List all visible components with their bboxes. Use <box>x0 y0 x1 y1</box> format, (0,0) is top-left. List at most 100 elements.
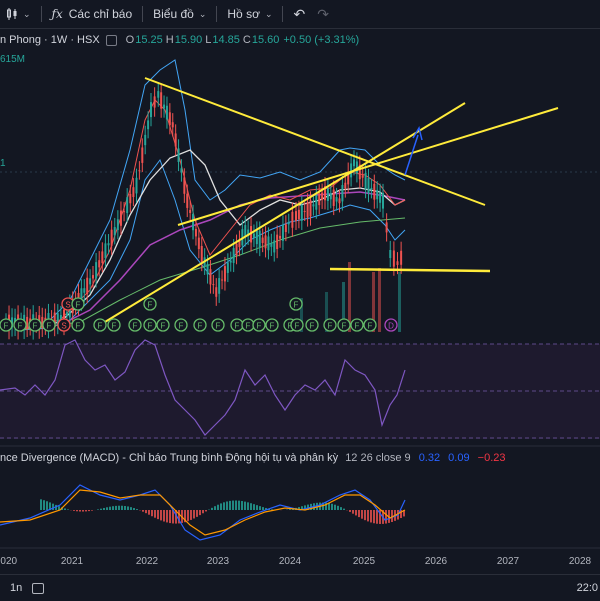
trendline-descending <box>145 78 485 205</box>
event-marker[interactable]: F <box>338 319 350 331</box>
candle-body <box>389 250 391 258</box>
event-marker[interactable]: F <box>290 298 302 310</box>
candle-body <box>265 235 267 248</box>
candle-body <box>218 278 220 294</box>
time-axis-label: 2021 <box>61 556 83 567</box>
marker-letter: F <box>257 322 262 331</box>
candle-body <box>227 262 229 273</box>
event-marker[interactable]: F <box>157 319 169 331</box>
close-label: C <box>243 34 251 46</box>
visibility-icon[interactable] <box>106 35 117 46</box>
event-marker[interactable]: F <box>72 319 84 331</box>
macd-histogram-bar <box>331 504 333 510</box>
time-axis-label: 2027 <box>497 556 519 567</box>
macd-histogram-bar <box>352 510 354 514</box>
candle-body <box>341 185 343 201</box>
candle-body <box>336 197 338 202</box>
macd-legend[interactable]: nce Divergence (MACD) - Chỉ báo Trung bì… <box>0 452 506 464</box>
macd-histogram-bar <box>340 507 342 510</box>
marker-letter: F <box>235 322 240 331</box>
marker-letter: F <box>33 322 38 331</box>
macd-histogram-bar <box>238 501 240 510</box>
marker-letter: F <box>133 322 138 331</box>
marker-letter: F <box>294 301 299 310</box>
macd-histogram-bar <box>262 507 264 510</box>
macd-histogram-bar <box>259 506 261 510</box>
event-marker[interactable]: F <box>242 319 254 331</box>
event-marker[interactable]: F <box>144 319 156 331</box>
candle-body <box>117 219 119 230</box>
event-marker[interactable]: F <box>108 319 120 331</box>
candle-body <box>198 238 200 249</box>
macd-histogram-bar <box>169 510 171 523</box>
marker-letter: F <box>112 322 117 331</box>
candle-body <box>315 195 317 210</box>
macd-histogram-bar <box>136 509 138 510</box>
event-marker[interactable]: F <box>253 319 265 331</box>
candle-body <box>270 243 272 247</box>
event-marker[interactable]: S <box>58 319 70 331</box>
candle-body <box>267 236 269 250</box>
event-marker[interactable]: F <box>175 319 187 331</box>
marker-letter: F <box>18 322 23 331</box>
macd-histogram-bar <box>217 505 219 510</box>
event-marker[interactable]: F <box>144 298 156 310</box>
macd-title: nce Divergence (MACD) - Chỉ báo Trung bì… <box>0 452 338 464</box>
interval-button[interactable]: 1n <box>10 582 22 594</box>
event-marker[interactable]: F <box>351 319 363 331</box>
time-axis-label: 2023 <box>207 556 229 567</box>
candle-body <box>89 278 91 284</box>
event-marker[interactable]: F <box>14 319 26 331</box>
macd-histogram-bar <box>349 510 351 512</box>
event-marker[interactable]: F <box>266 319 278 331</box>
candle-body <box>353 159 355 166</box>
marker-letter: F <box>179 322 184 331</box>
event-marker[interactable]: F <box>306 319 318 331</box>
macd-histogram-bar <box>214 506 216 510</box>
macd-value: 0.32 <box>419 452 440 464</box>
event-marker[interactable]: D <box>385 319 397 331</box>
macd-histogram-bar <box>193 510 195 518</box>
time-axis[interactable]: 202020212022202320242025202620272028 <box>0 552 600 572</box>
candle-body <box>215 287 217 297</box>
calendar-icon[interactable] <box>32 583 44 594</box>
candle-body <box>221 280 223 281</box>
event-marker[interactable]: F <box>43 319 55 331</box>
marker-letter: F <box>355 322 360 331</box>
event-marker[interactable]: F <box>324 319 336 331</box>
macd-histogram-bar <box>226 501 228 510</box>
macd-histogram-bar <box>187 510 189 521</box>
event-marker[interactable]: F <box>29 319 41 331</box>
macd-histogram-bar <box>343 509 345 510</box>
candle-body <box>108 243 110 245</box>
macd-histogram-bar <box>43 500 45 510</box>
event-marker[interactable]: F <box>194 319 206 331</box>
candle-body <box>295 211 297 221</box>
candle-body <box>397 261 399 265</box>
time-axis-label: 2024 <box>279 556 301 567</box>
candle-body <box>259 231 261 247</box>
macd-histogram-bar <box>223 502 225 510</box>
macd-histogram-bar <box>202 510 204 513</box>
event-marker[interactable]: F <box>72 298 84 310</box>
event-marker[interactable]: F <box>291 319 303 331</box>
candle-body <box>95 262 97 278</box>
candle-body <box>370 188 372 189</box>
candle-body <box>166 106 168 120</box>
event-marker[interactable]: F <box>231 319 243 331</box>
event-marker[interactable]: F <box>94 319 106 331</box>
candle-body <box>321 193 323 200</box>
candle-body <box>157 91 159 98</box>
candle-body <box>236 244 238 255</box>
event-marker[interactable]: F <box>129 319 141 331</box>
time-axis-label: 2026 <box>425 556 447 567</box>
event-marker[interactable]: F <box>212 319 224 331</box>
event-marker[interactable]: F <box>0 319 12 331</box>
macd-histogram-bar <box>235 500 237 510</box>
event-marker[interactable]: F <box>364 319 376 331</box>
macd-params: 12 26 close 9 <box>345 452 410 464</box>
candle-body <box>379 193 381 203</box>
